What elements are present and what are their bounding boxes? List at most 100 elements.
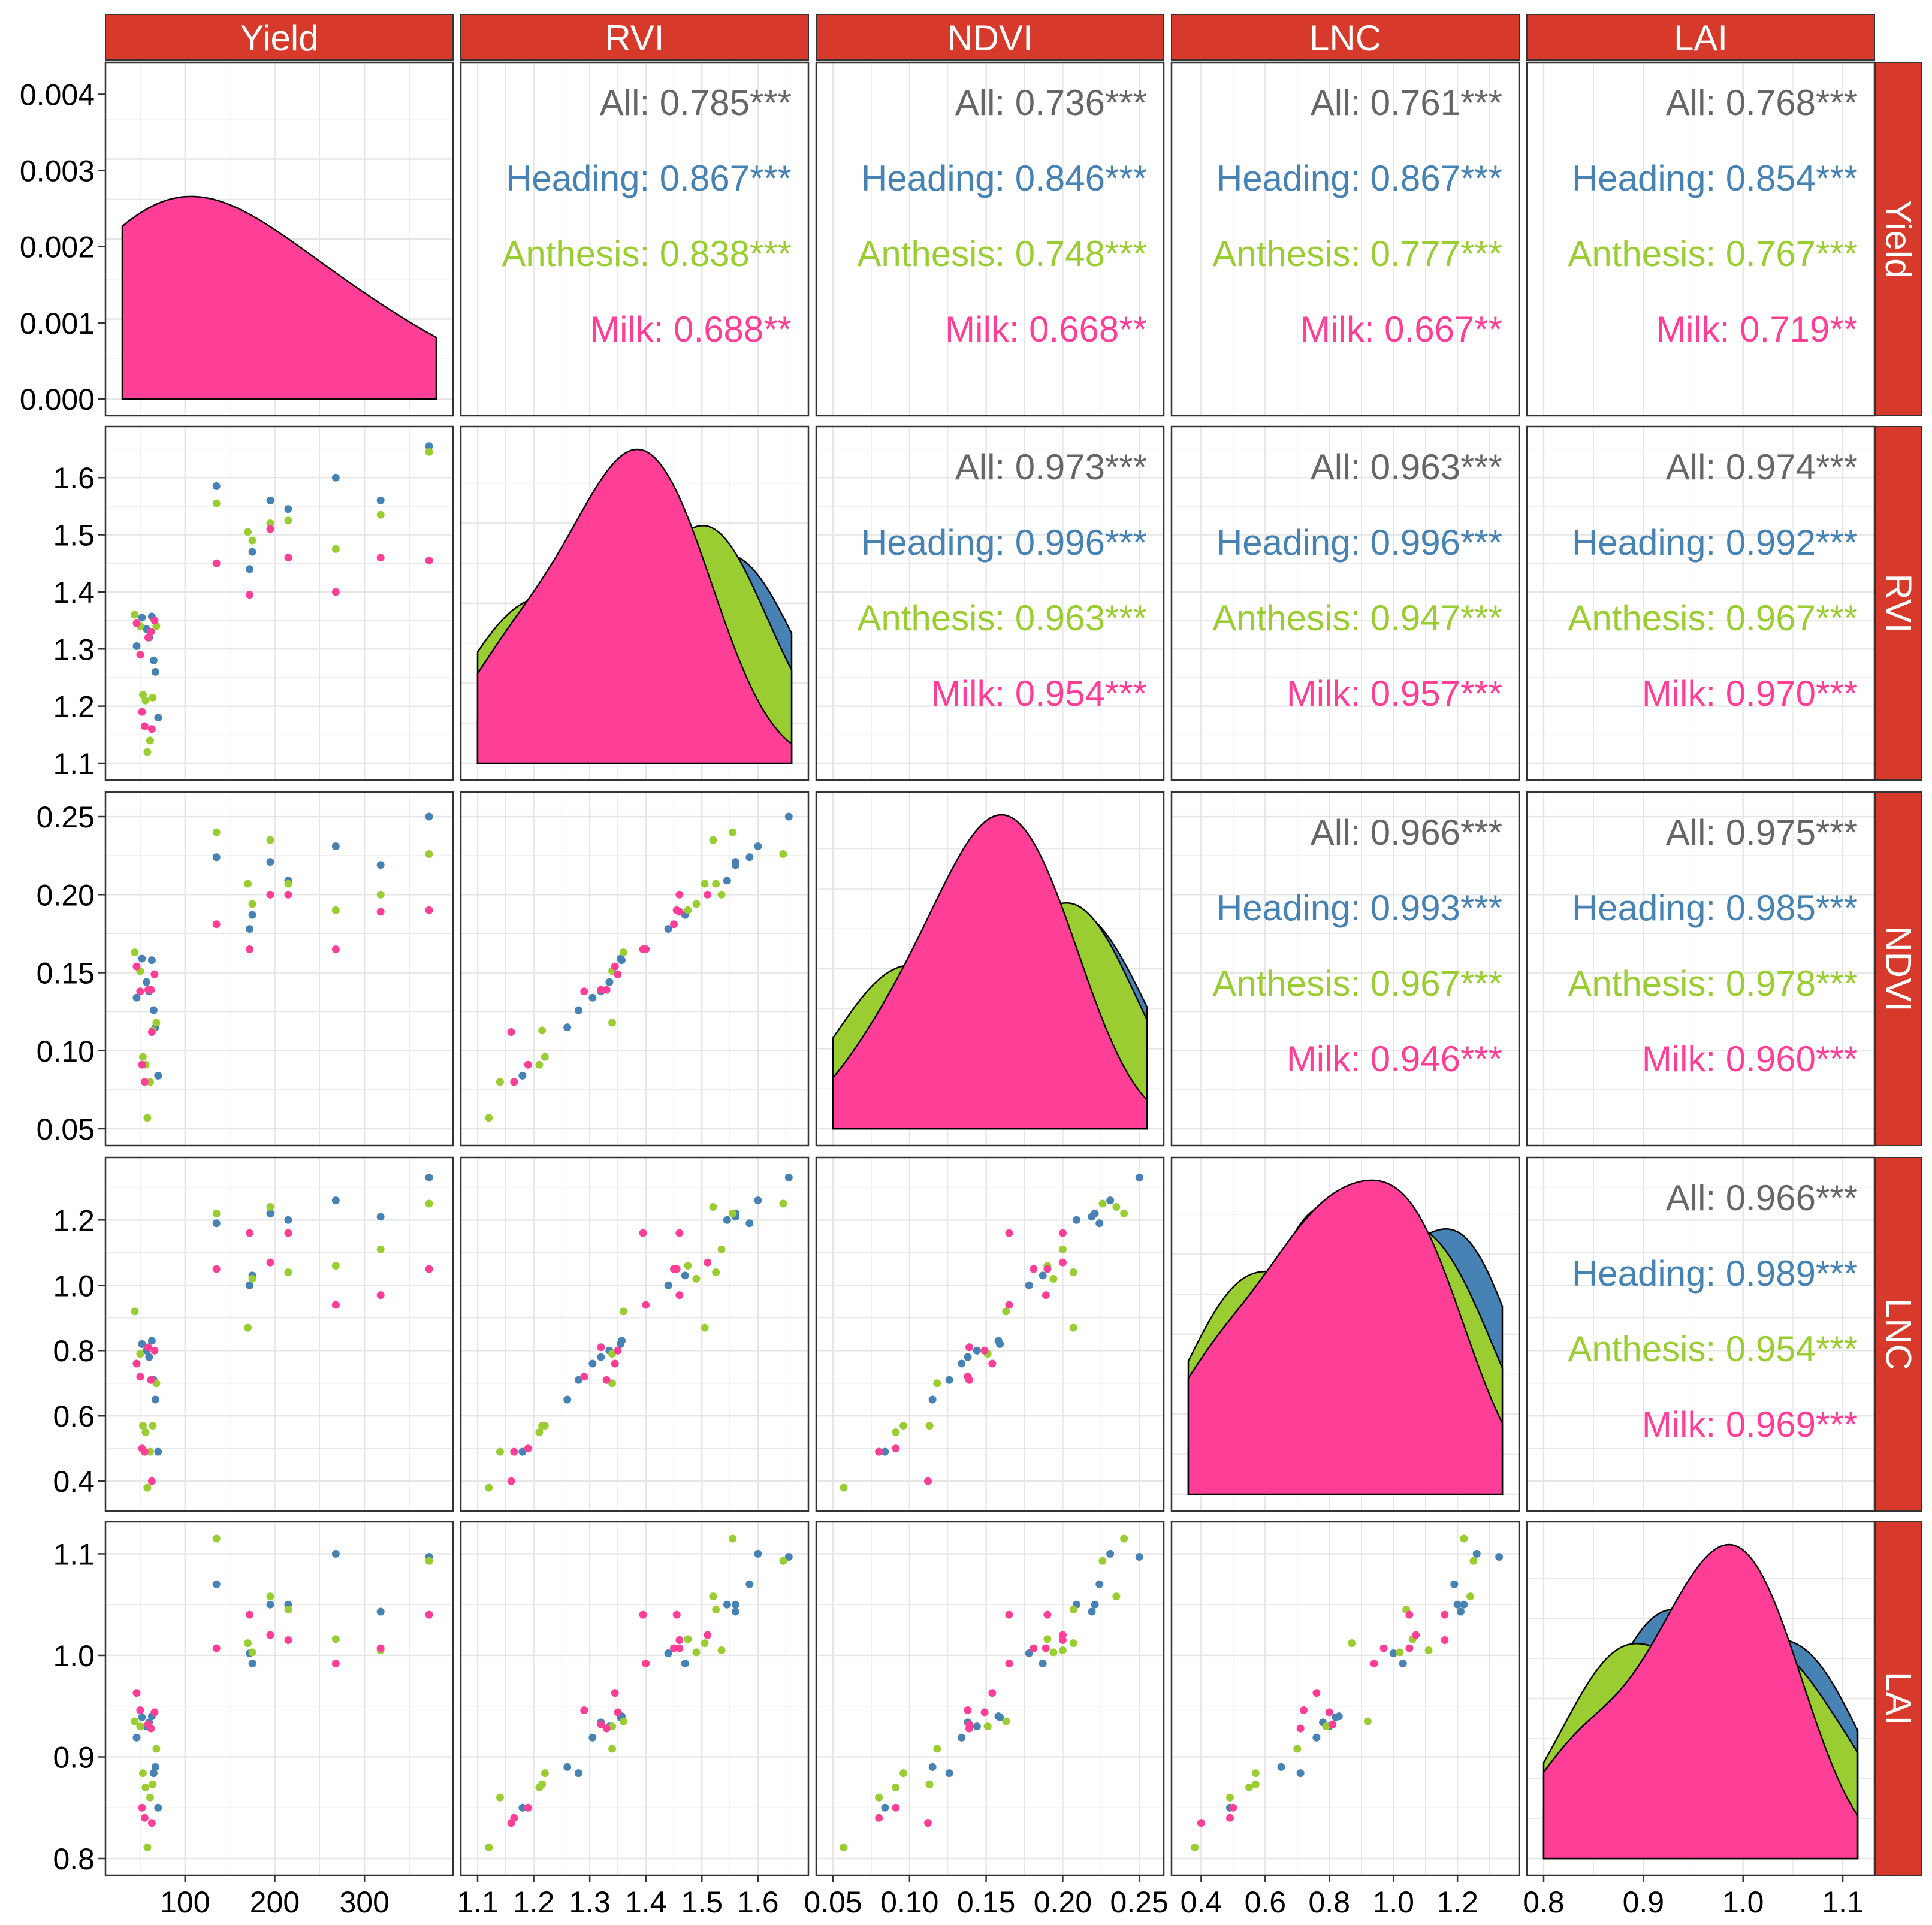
gridlines bbox=[1527, 792, 1874, 1146]
point-milk-46 bbox=[672, 1265, 681, 1273]
density-lnc-milk bbox=[1187, 1179, 1504, 1495]
point-heading-4 bbox=[617, 1337, 626, 1345]
panel-lai-rvi bbox=[460, 1521, 810, 1876]
x-tick-label-lnc: 0.6 bbox=[1245, 1885, 1287, 1919]
point-milk-42 bbox=[704, 1631, 712, 1639]
point-milk-41 bbox=[1441, 1610, 1449, 1619]
point-milk-39 bbox=[150, 970, 159, 978]
point-milk-37 bbox=[147, 628, 155, 636]
point-anthesis-16 bbox=[619, 1717, 627, 1725]
point-heading-14 bbox=[376, 496, 385, 504]
y-tick-label-yield: 0.000 bbox=[20, 383, 95, 416]
point-milk-32 bbox=[132, 962, 141, 971]
point-anthesis-21 bbox=[146, 1793, 154, 1802]
point-heading-7 bbox=[881, 1803, 889, 1812]
point-milk-34 bbox=[524, 1444, 532, 1453]
gridlines bbox=[1172, 427, 1519, 780]
point-anthesis-27 bbox=[266, 1202, 274, 1211]
point-milk-45 bbox=[376, 1291, 385, 1300]
point-heading-3 bbox=[145, 1353, 153, 1361]
point-milk-42 bbox=[266, 525, 274, 533]
point-heading-12 bbox=[1453, 1600, 1462, 1609]
point-heading-7 bbox=[154, 1447, 162, 1456]
point-milk-42 bbox=[704, 1258, 712, 1267]
point-milk-34 bbox=[892, 1444, 900, 1453]
point-milk-35 bbox=[510, 1447, 518, 1456]
point-anthesis-25 bbox=[701, 880, 709, 888]
strip-right-lai bbox=[1875, 1521, 1922, 1876]
point-heading-6 bbox=[1277, 1763, 1285, 1771]
point-milk-39 bbox=[1325, 1708, 1333, 1717]
gridlines bbox=[461, 1522, 808, 1875]
point-anthesis-31 bbox=[425, 1199, 433, 1208]
point-milk-32 bbox=[988, 1689, 997, 1697]
point-milk-34 bbox=[1229, 1803, 1237, 1812]
point-milk-37 bbox=[147, 1724, 155, 1733]
point-heading-13 bbox=[754, 1196, 762, 1205]
point-heading-0 bbox=[958, 1733, 966, 1742]
point-milk-45 bbox=[675, 1291, 684, 1300]
point-milk-40 bbox=[212, 559, 221, 567]
density-lai-milk bbox=[1542, 1543, 1859, 1860]
point-anthesis-31 bbox=[1098, 1557, 1107, 1565]
point-anthesis-20 bbox=[1191, 1843, 1199, 1851]
point-milk-39 bbox=[980, 1708, 989, 1717]
point-anthesis-29 bbox=[684, 1262, 692, 1270]
point-heading-2 bbox=[973, 1346, 981, 1355]
point-heading-6 bbox=[151, 667, 159, 676]
y-tick-label-lai: 0.8 bbox=[53, 1842, 95, 1876]
point-milk-35 bbox=[140, 722, 149, 730]
point-anthesis-29 bbox=[331, 906, 340, 914]
corr-anthesis-label: Anthesis: 0.748*** bbox=[857, 234, 1147, 274]
point-anthesis-31 bbox=[1098, 1199, 1107, 1208]
point-milk-39 bbox=[150, 1708, 159, 1717]
point-anthesis-21 bbox=[146, 736, 154, 745]
point-anthesis-27 bbox=[709, 1592, 717, 1601]
point-anthesis-21 bbox=[146, 1447, 154, 1456]
point-anthesis-19 bbox=[535, 1428, 544, 1436]
strip-label-right-rvi: RVI bbox=[1879, 574, 1919, 633]
point-heading-13 bbox=[331, 842, 340, 851]
panel-lai-lai bbox=[1526, 1521, 1876, 1876]
panel-rvi-yield bbox=[104, 425, 454, 781]
point-milk-33 bbox=[580, 1706, 588, 1714]
point-anthesis-31 bbox=[425, 1557, 433, 1565]
point-milk-43 bbox=[1058, 1229, 1067, 1237]
corr-heading-label: Heading: 0.846*** bbox=[861, 158, 1147, 198]
point-anthesis-26 bbox=[692, 1648, 701, 1657]
point-anthesis-26 bbox=[1396, 1648, 1404, 1657]
point-heading-15 bbox=[784, 1173, 793, 1181]
gridlines bbox=[105, 1522, 453, 1875]
point-anthesis-30 bbox=[1058, 1245, 1067, 1253]
point-anthesis-16 bbox=[131, 1717, 139, 1725]
point-heading-9 bbox=[246, 565, 254, 573]
strip-right-yield bbox=[1875, 62, 1922, 416]
point-milk-44 bbox=[331, 1660, 340, 1668]
point-heading-4 bbox=[994, 1712, 1003, 1721]
point-milk-41 bbox=[246, 1610, 254, 1619]
point-milk-35 bbox=[140, 1447, 149, 1456]
point-heading-1 bbox=[138, 1713, 146, 1721]
point-anthesis-26 bbox=[692, 1274, 701, 1283]
point-anthesis-31 bbox=[425, 850, 433, 859]
point-heading-15 bbox=[1135, 1553, 1143, 1561]
strip-top-rvi bbox=[460, 14, 809, 61]
point-heading-13 bbox=[754, 842, 762, 851]
point-anthesis-20 bbox=[143, 1843, 152, 1851]
point-milk-43 bbox=[284, 890, 292, 899]
panel-yield-yield bbox=[104, 61, 454, 417]
point-milk-43 bbox=[284, 1229, 292, 1237]
point-milk-35 bbox=[1226, 1814, 1234, 1822]
corr-all-label: All: 0.974*** bbox=[1666, 447, 1858, 487]
point-milk-34 bbox=[524, 1060, 532, 1069]
point-heading-6 bbox=[563, 1395, 572, 1404]
corr-milk-label: Milk: 0.957*** bbox=[1287, 673, 1502, 714]
point-heading-8 bbox=[212, 1219, 221, 1228]
point-milk-44 bbox=[331, 1301, 340, 1309]
point-anthesis-29 bbox=[331, 545, 340, 553]
point-heading-5 bbox=[945, 1376, 953, 1384]
point-heading-9 bbox=[246, 925, 254, 933]
corr-milk-label: Milk: 0.970*** bbox=[1642, 673, 1858, 714]
corr-all-label: All: 0.973*** bbox=[955, 447, 1147, 487]
point-anthesis-17 bbox=[136, 1722, 144, 1731]
